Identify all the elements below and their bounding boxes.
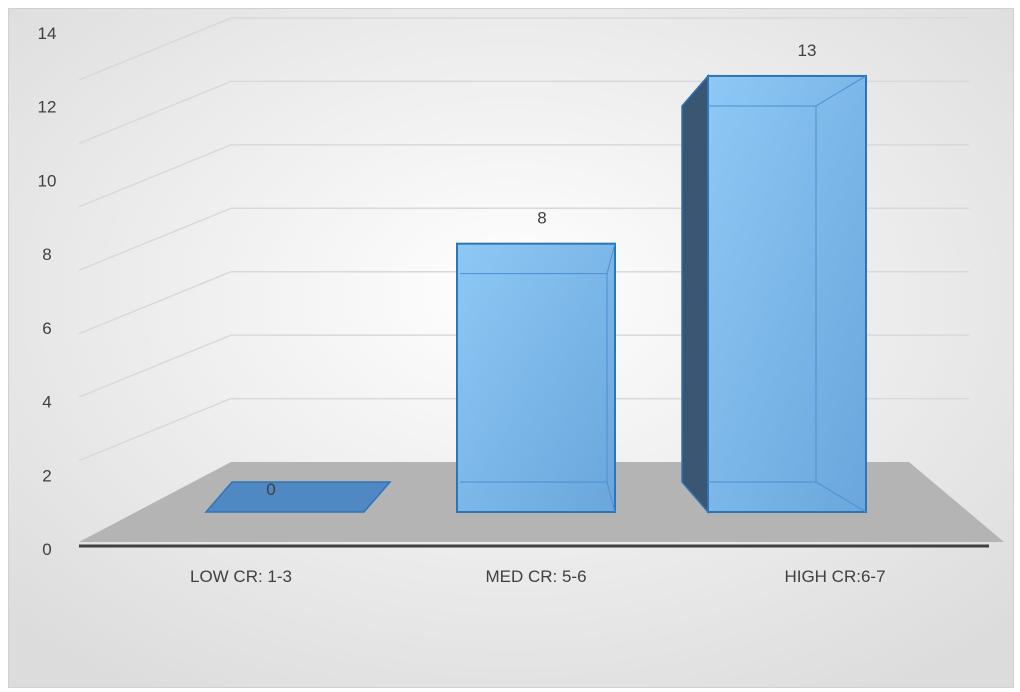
y-axis: 0 2 4 6 8 10 12 14 bbox=[38, 24, 57, 559]
bar-3 bbox=[681, 73, 867, 515]
x-tick-label-3: HIGH CR:6-7 bbox=[784, 567, 885, 586]
y-tick-label-4: 4 bbox=[42, 393, 51, 412]
gridline-perspective-2 bbox=[78, 397, 232, 462]
bar-back-edges bbox=[460, 273, 608, 483]
bar-front-face bbox=[707, 74, 867, 513]
gridline-perspective-4 bbox=[78, 334, 232, 398]
chart-container: 0 2 4 6 8 10 12 14 0 LOW CR: 1-3 8 MED CR: 5-6 13 HI… bbox=[8, 8, 1014, 688]
bar-depth-edge-bottom bbox=[815, 481, 867, 513]
bar-depth-edge-bottom bbox=[606, 481, 616, 513]
x-tick-label-2: MED CR: 5-6 bbox=[485, 567, 586, 586]
y-tick-label-8: 8 bbox=[42, 245, 51, 264]
gridline-perspective-10 bbox=[78, 144, 232, 208]
bar-depth-edge-top bbox=[606, 243, 616, 274]
labels: 0 LOW CR: 1-3 8 MED CR: 5-6 13 HIGH CR:6-7 bbox=[190, 41, 886, 586]
y-tick-label-2: 2 bbox=[42, 466, 51, 485]
bar-back-edges bbox=[708, 105, 817, 483]
bar-depth-edge-top bbox=[815, 75, 867, 107]
y-tick-label-12: 12 bbox=[38, 98, 57, 117]
bar-side-face bbox=[681, 73, 709, 515]
y-tick-label-6: 6 bbox=[42, 319, 51, 338]
gridline-perspective-8 bbox=[78, 207, 232, 271]
bar-top-face bbox=[204, 481, 392, 513]
y-tick-label-0: 0 bbox=[42, 540, 51, 559]
bar-front-face bbox=[456, 242, 616, 513]
gridline-perspective-14 bbox=[78, 17, 232, 81]
gridline-perspective-6 bbox=[78, 271, 232, 335]
data-label-3: 13 bbox=[798, 41, 817, 60]
data-label-1: 0 bbox=[266, 480, 275, 499]
y-tick-label-14: 14 bbox=[38, 24, 57, 43]
bar-1 bbox=[204, 481, 392, 513]
bar-2 bbox=[456, 242, 616, 513]
bar-chart-3d: 0 2 4 6 8 10 12 14 0 LOW CR: 1-3 8 MED CR: 5-6 13 HI… bbox=[9, 9, 1013, 687]
gridline-perspective-12 bbox=[78, 80, 232, 145]
x-tick-label-1: LOW CR: 1-3 bbox=[190, 567, 292, 586]
data-label-2: 8 bbox=[537, 209, 546, 228]
y-tick-label-10: 10 bbox=[38, 171, 57, 190]
bars bbox=[204, 73, 867, 515]
